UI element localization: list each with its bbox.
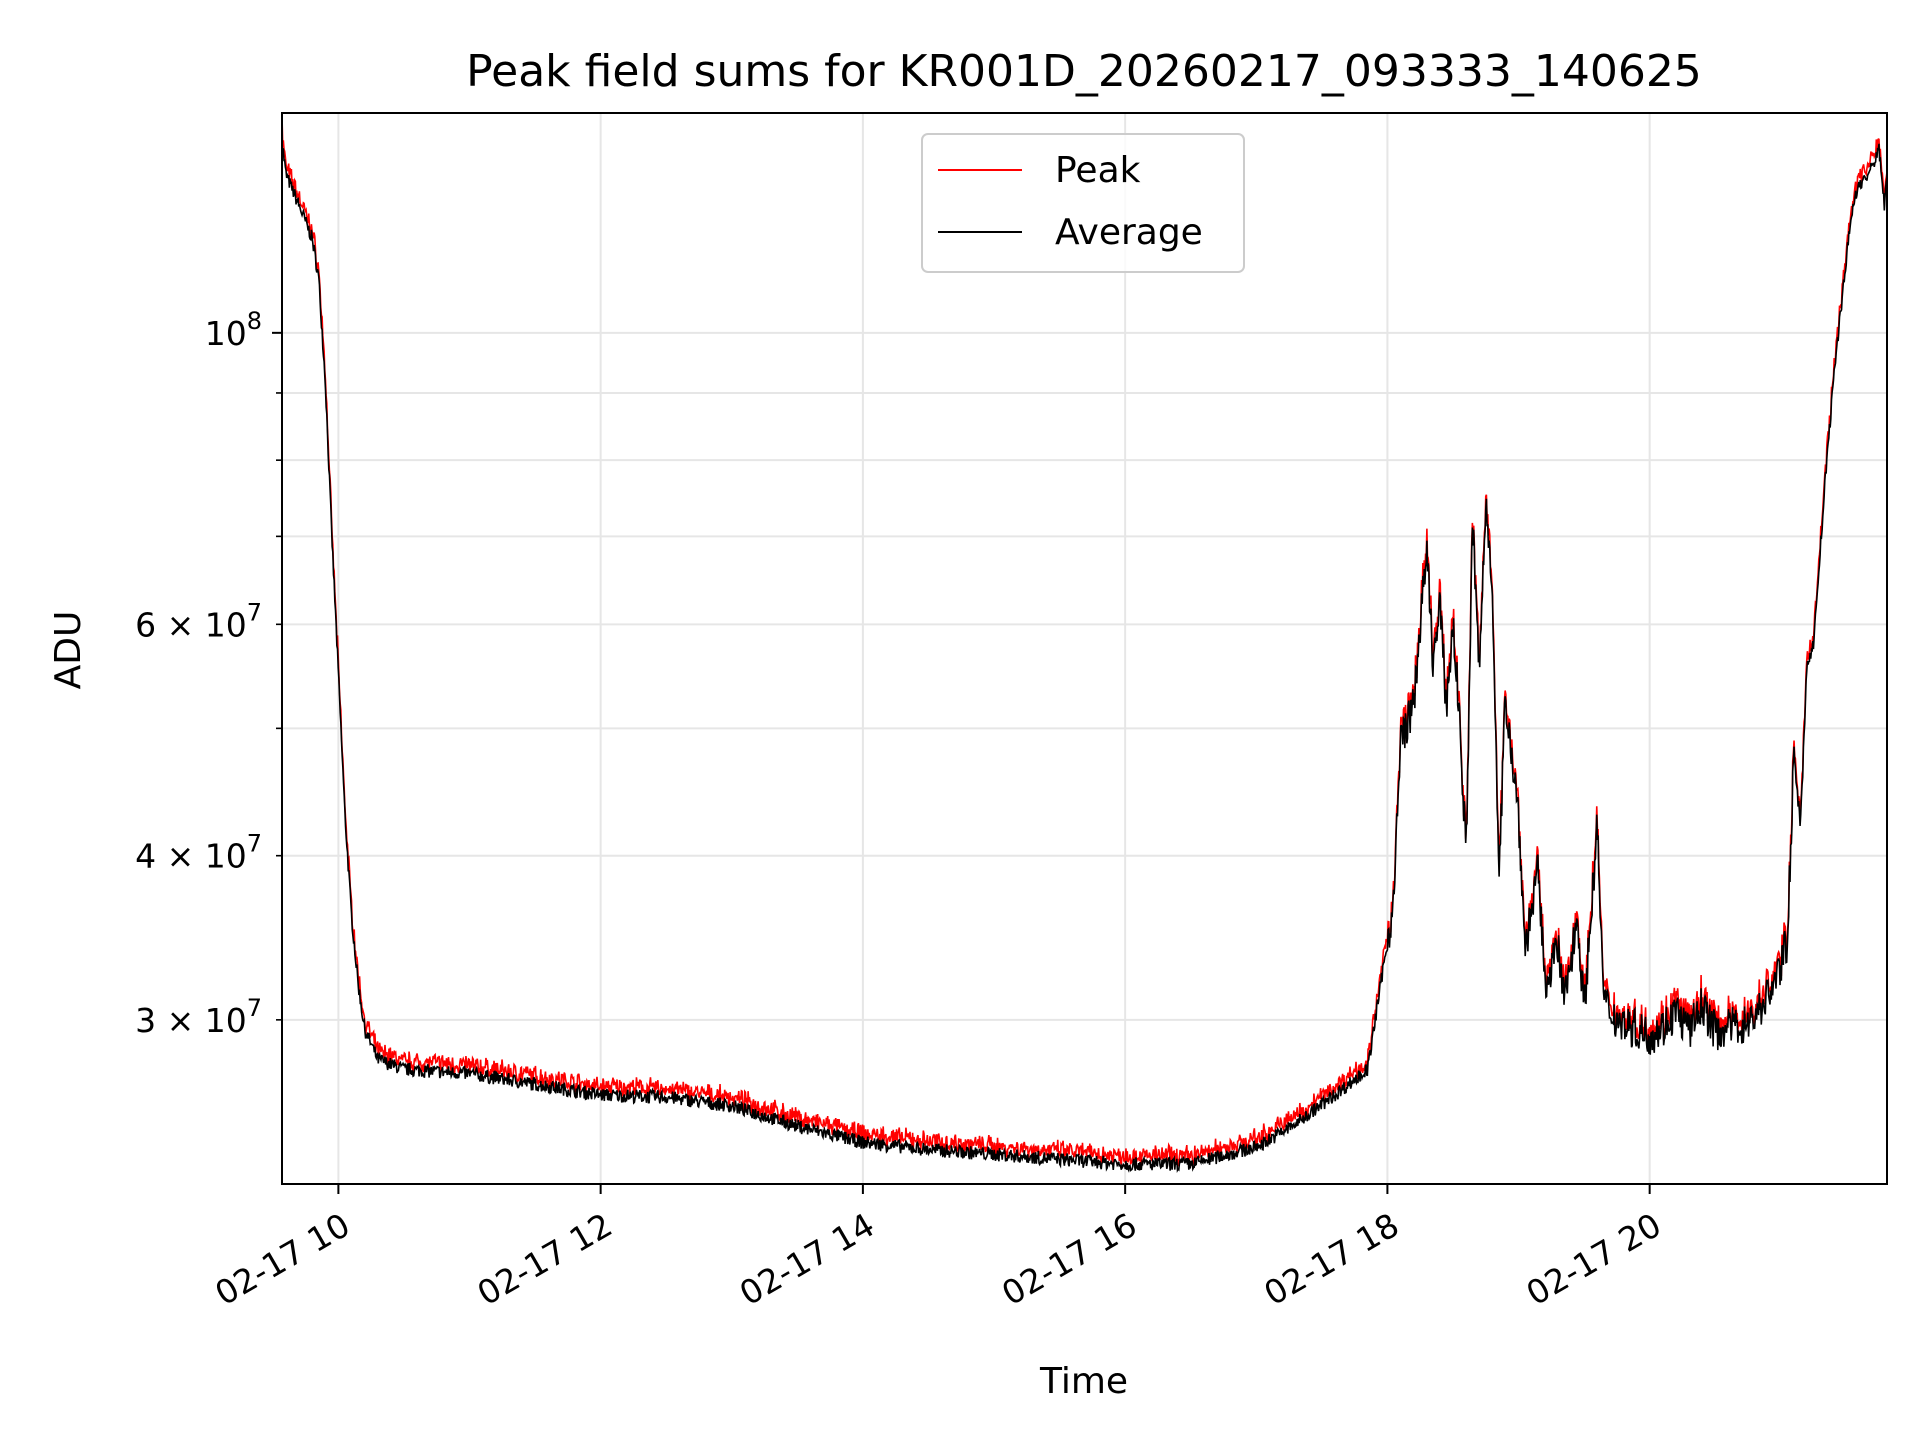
legend-label-peak: Peak [1055,150,1141,191]
y-tick-label: 108 [205,307,262,353]
plot-frame [281,112,1888,1185]
x-axis-label: Time [1039,1361,1128,1402]
chart-title: Peak field sums for KR001D_20260217_0933… [466,46,1702,97]
legend: Peak Average [921,133,1245,273]
series-average-line [282,143,1887,1174]
y-tick-label: 6 × 107 [135,598,262,644]
y-tick-label: 4 × 107 [135,830,262,876]
grid [282,113,1887,1184]
plot-area [282,114,1887,1174]
y-axis-label: ADU [48,611,89,690]
legend-label-average: Average [1055,212,1203,253]
y-tick-label: 3 × 107 [135,994,262,1040]
